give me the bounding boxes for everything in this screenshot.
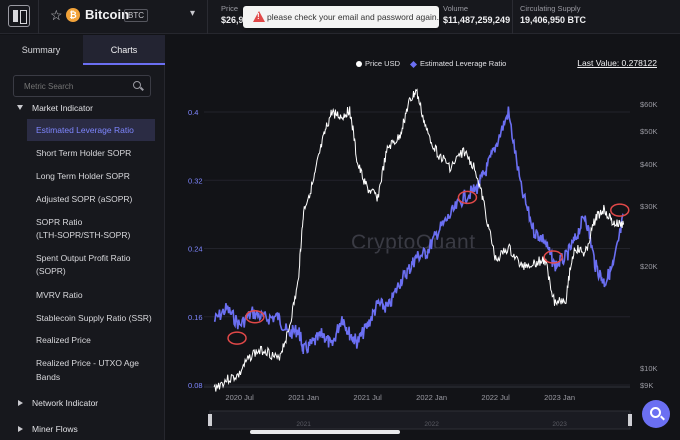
last-value: Last Value: 0.278122 bbox=[577, 58, 657, 68]
annotation-circle bbox=[543, 250, 563, 264]
chevron-down-icon[interactable]: ▾ bbox=[190, 8, 196, 19]
annotation-circle bbox=[610, 203, 630, 217]
series-line-leverage-ratio bbox=[213, 106, 625, 355]
asset-name: Bitcoin bbox=[85, 7, 130, 22]
y-right-tick-label: $10K bbox=[640, 364, 658, 373]
divider bbox=[512, 0, 513, 34]
supply-label: Circulating Supply bbox=[520, 4, 581, 13]
y-right-tick-label: $50K bbox=[640, 127, 658, 136]
price-value: $26,91 bbox=[221, 15, 249, 25]
y-right-tick-label: $20K bbox=[640, 262, 658, 271]
leverage-price-chart[interactable]: 0.4 0.32 0.24 0.16 0.08 $60K $50K $40K $30K $20K… bbox=[166, 35, 680, 440]
divider bbox=[38, 0, 39, 34]
x-tick-label: 2020 Jul bbox=[225, 393, 254, 402]
volume-label: Volume bbox=[443, 4, 469, 13]
legend-leverage-ratio[interactable]: Estimated Leverage Ratio bbox=[409, 59, 507, 68]
bitcoin-icon: ₿ bbox=[66, 8, 80, 22]
warning-icon bbox=[253, 11, 265, 22]
nav-tick-label: 2023 bbox=[552, 421, 567, 428]
nav-tick-label: 2021 bbox=[296, 421, 311, 428]
series-line-price-usd bbox=[213, 88, 625, 392]
y-left-tick-label: 0.4 bbox=[188, 108, 198, 117]
supply-value: 19,406,950 BTC bbox=[520, 15, 587, 25]
menu-item-sopr-ratio[interactable]: SOPR Ratio bbox=[36, 217, 83, 227]
y-right-tick-label: $30K bbox=[640, 202, 658, 211]
caret-right-icon[interactable] bbox=[18, 400, 23, 406]
y-left-tick-label: 0.24 bbox=[188, 245, 203, 254]
annotation-circle bbox=[245, 310, 265, 324]
range-handle-left[interactable] bbox=[208, 414, 212, 426]
y-left-tick-label: 0.32 bbox=[188, 176, 203, 185]
annotation-circle bbox=[227, 331, 247, 345]
search-fab-button[interactable] bbox=[642, 400, 670, 428]
search-icon bbox=[650, 407, 661, 418]
menu-item-realized-price-utxo-sub[interactable]: Bands bbox=[36, 372, 61, 382]
sidebar-toggle-icon[interactable] bbox=[8, 5, 30, 27]
group-market-indicator[interactable]: Market Indicator bbox=[32, 103, 93, 113]
metric-search-input[interactable] bbox=[13, 75, 151, 97]
caret-down-icon[interactable] bbox=[17, 105, 23, 110]
group-network-indicator[interactable]: Network Indicator bbox=[32, 398, 99, 408]
y-right-tick-label: $40K bbox=[640, 160, 658, 169]
x-tick-label: 2021 Jan bbox=[288, 393, 319, 402]
group-miner-flows[interactable]: Miner Flows bbox=[32, 424, 78, 434]
menu-item-spent-output-profit-ratio[interactable]: Spent Output Profit Ratio bbox=[36, 253, 131, 263]
search-icon[interactable] bbox=[133, 81, 141, 89]
tab-summary[interactable]: Summary bbox=[21, 45, 61, 55]
caret-right-icon[interactable] bbox=[18, 426, 23, 432]
menu-item-estimated-leverage-ratio[interactable]: Estimated Leverage Ratio bbox=[27, 119, 155, 141]
range-handle-right[interactable] bbox=[628, 414, 632, 426]
menu-item-realized-price-utxo[interactable]: Realized Price - UTXO Age bbox=[36, 358, 139, 368]
range-navigator[interactable] bbox=[209, 410, 631, 430]
menu-item-sopr-sub[interactable]: (SOPR) bbox=[36, 266, 66, 276]
x-tick-label: 2022 Jan bbox=[416, 393, 447, 402]
y-right-tick-label: $9K bbox=[640, 381, 653, 390]
y-left-tick-label: 0.16 bbox=[188, 313, 203, 322]
x-tick-label: 2021 Jul bbox=[353, 393, 382, 402]
star-icon[interactable]: ☆ bbox=[50, 7, 63, 23]
sidebar: Summary Charts Market Indicator Estimate… bbox=[0, 35, 165, 440]
asset-ticker-badge: BTC bbox=[124, 9, 148, 22]
x-tick-label: 2022 Jul bbox=[481, 393, 510, 402]
y-right-tick-label: $60K bbox=[640, 100, 658, 109]
legend-price-usd[interactable]: Price USD bbox=[356, 59, 400, 68]
tab-charts[interactable]: Charts bbox=[83, 35, 165, 65]
menu-item-realized-price[interactable]: Realized Price bbox=[36, 335, 91, 345]
home-indicator bbox=[250, 430, 400, 434]
error-toast: please check your email and password aga… bbox=[243, 6, 439, 28]
menu-item-sopr-ratio-sub[interactable]: (LTH-SOPR/STH-SOPR) bbox=[36, 230, 131, 240]
price-label: Price bbox=[221, 4, 239, 13]
divider bbox=[207, 0, 208, 34]
menu-item-sth-sopr[interactable]: Short Term Holder SOPR bbox=[36, 148, 132, 158]
menu-item-asopr[interactable]: Adjusted SOPR (aSOPR) bbox=[36, 194, 133, 204]
annotation-circle bbox=[457, 190, 478, 205]
legend-dot-icon bbox=[356, 61, 362, 68]
x-tick-label: 2023 Jan bbox=[544, 393, 575, 402]
menu-item-mvrv-ratio[interactable]: MVRV Ratio bbox=[36, 290, 83, 300]
chart-panel: Price USD Estimated Leverage Ratio Last … bbox=[166, 35, 680, 440]
nav-tick-label: 2022 bbox=[424, 421, 439, 428]
legend-label: Price USD bbox=[365, 59, 401, 68]
top-bar: ☆ ₿ Bitcoin BTC ▾ Price $26,91 Volume $1… bbox=[0, 0, 680, 34]
y-left-tick-label: 0.08 bbox=[188, 381, 203, 390]
menu-item-ssr[interactable]: Stablecoin Supply Ratio (SSR) bbox=[36, 313, 152, 323]
menu-item-lth-sopr[interactable]: Long Term Holder SOPR bbox=[36, 171, 130, 181]
legend-label: Estimated Leverage Ratio bbox=[420, 59, 507, 68]
volume-value: $11,487,259,249 bbox=[443, 15, 511, 25]
toast-message: please check your email and password aga… bbox=[267, 12, 439, 22]
